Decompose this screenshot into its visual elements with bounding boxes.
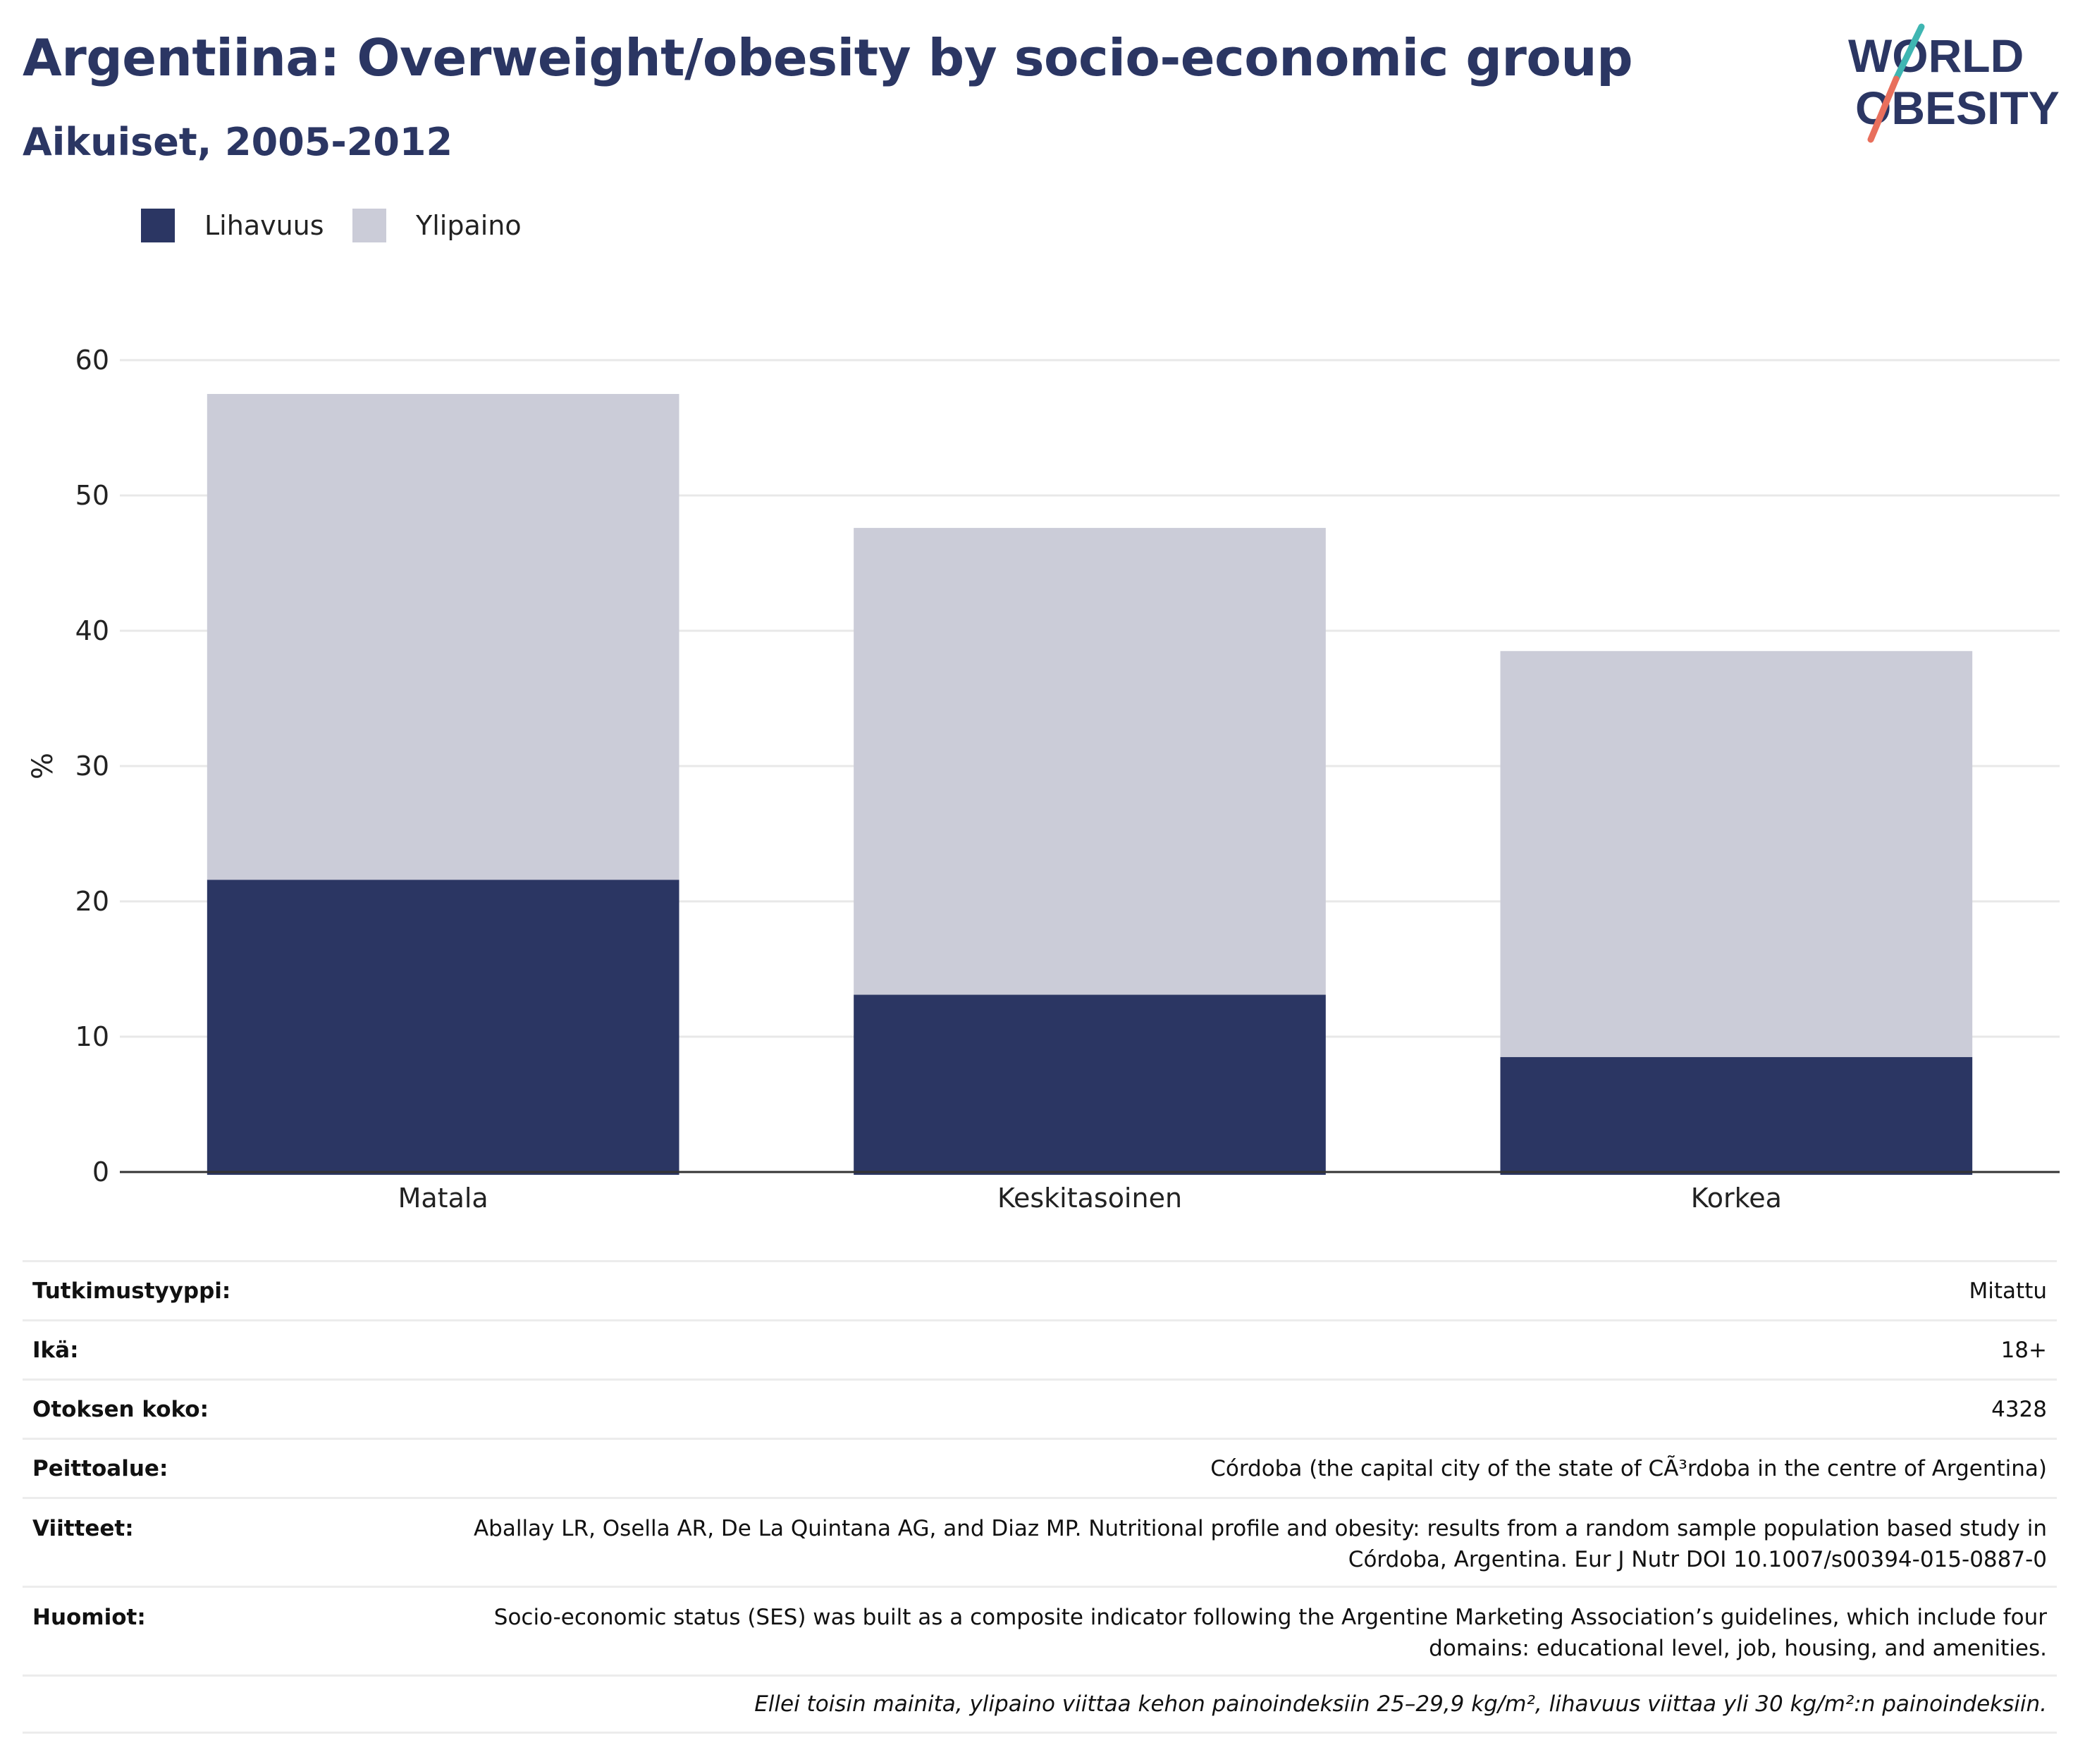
y-axis-label: % <box>27 753 59 779</box>
logo-slash-teal <box>1893 23 1925 82</box>
meta-row-footnote: Ellei toisin mainita, ylipaino viittaa k… <box>23 1674 2057 1734</box>
x-tick-label: Keskitasoinen <box>997 1183 1182 1214</box>
meta-value: Mitattu <box>1969 1278 2047 1304</box>
meta-row-coverage: Peittoalue: Córdoba (the capital city of… <box>23 1438 2057 1497</box>
world-obesity-logo: WORLD OBESITY <box>1848 23 2060 143</box>
y-tick-label: 10 <box>75 1021 109 1052</box>
page-subtitle: Aikuiset, 2005-2012 <box>23 120 453 164</box>
logo-text-world: WORLD <box>1848 30 2024 82</box>
stacked-bar-chart: 0 10 20 30 40 50 60% Matala Keskitasoinen Korkea <box>27 345 2060 1214</box>
logo-slash-coral <box>1867 75 1900 143</box>
bar-overweight <box>1500 650 1973 1057</box>
y-tick-label: 60 <box>75 345 109 376</box>
meta-key: Viitteet: <box>32 1516 134 1541</box>
y-tick-label: 0 <box>92 1157 109 1188</box>
bar-overweight <box>854 528 1326 995</box>
meta-row-notes: Huomiot: Socio-economic status (SES) was… <box>23 1586 2057 1674</box>
y-tick-label: 30 <box>75 751 109 782</box>
meta-value: Aballay LR, Osella AR, De La Quintana AG… <box>473 1516 2047 1572</box>
meta-row-sample-size: Otoksen koko: 4328 <box>23 1378 2057 1438</box>
legend-item-obesity[interactable]: Lihavuus <box>141 209 324 242</box>
meta-key: Huomiot: <box>32 1605 146 1630</box>
meta-key: Otoksen koko: <box>32 1396 209 1422</box>
meta-row-age: Ikä: 18+ <box>23 1319 2057 1378</box>
meta-key: Ikä: <box>32 1337 79 1363</box>
legend-item-overweight[interactable]: Ylipaino <box>352 209 522 242</box>
meta-value: Socio-economic status (SES) was built as… <box>493 1605 2047 1661</box>
study-details-table: Tutkimustyyppi: Mitattu Ikä: 18+ Otoksen… <box>23 1260 2057 1734</box>
legend-swatch-obesity <box>141 209 175 242</box>
meta-row-references: Viitteet: Aballay LR, Osella AR, De La Q… <box>23 1497 2057 1586</box>
y-tick-label: 50 <box>75 480 109 511</box>
meta-row-study-type: Tutkimustyyppi: Mitattu <box>23 1260 2057 1319</box>
footnote: Ellei toisin mainita, ylipaino viittaa k… <box>754 1691 2047 1717</box>
meta-key: Peittoalue: <box>32 1455 168 1481</box>
y-tick-label: 40 <box>75 615 109 646</box>
x-tick-label: Korkea <box>1691 1183 1782 1214</box>
meta-key: Tutkimustyyppi: <box>32 1278 231 1304</box>
legend-swatch-overweight <box>352 209 386 242</box>
meta-value: 18+ <box>2000 1337 2047 1363</box>
bar-obesity <box>854 994 1326 1175</box>
y-tick-label: 20 <box>75 886 109 917</box>
legend-label-overweight: Ylipaino <box>416 210 522 241</box>
bar-obesity <box>207 880 679 1175</box>
bar-obesity <box>1500 1056 1973 1175</box>
legend-label-obesity: Lihavuus <box>204 210 324 241</box>
bar-overweight <box>207 394 679 880</box>
meta-value: Córdoba (the capital city of the state o… <box>1210 1455 2047 1481</box>
page-title: Argentiina: Overweight/obesity by socio-… <box>23 28 1633 87</box>
x-tick-label: Matala <box>398 1183 488 1214</box>
meta-value: 4328 <box>1991 1396 2047 1422</box>
